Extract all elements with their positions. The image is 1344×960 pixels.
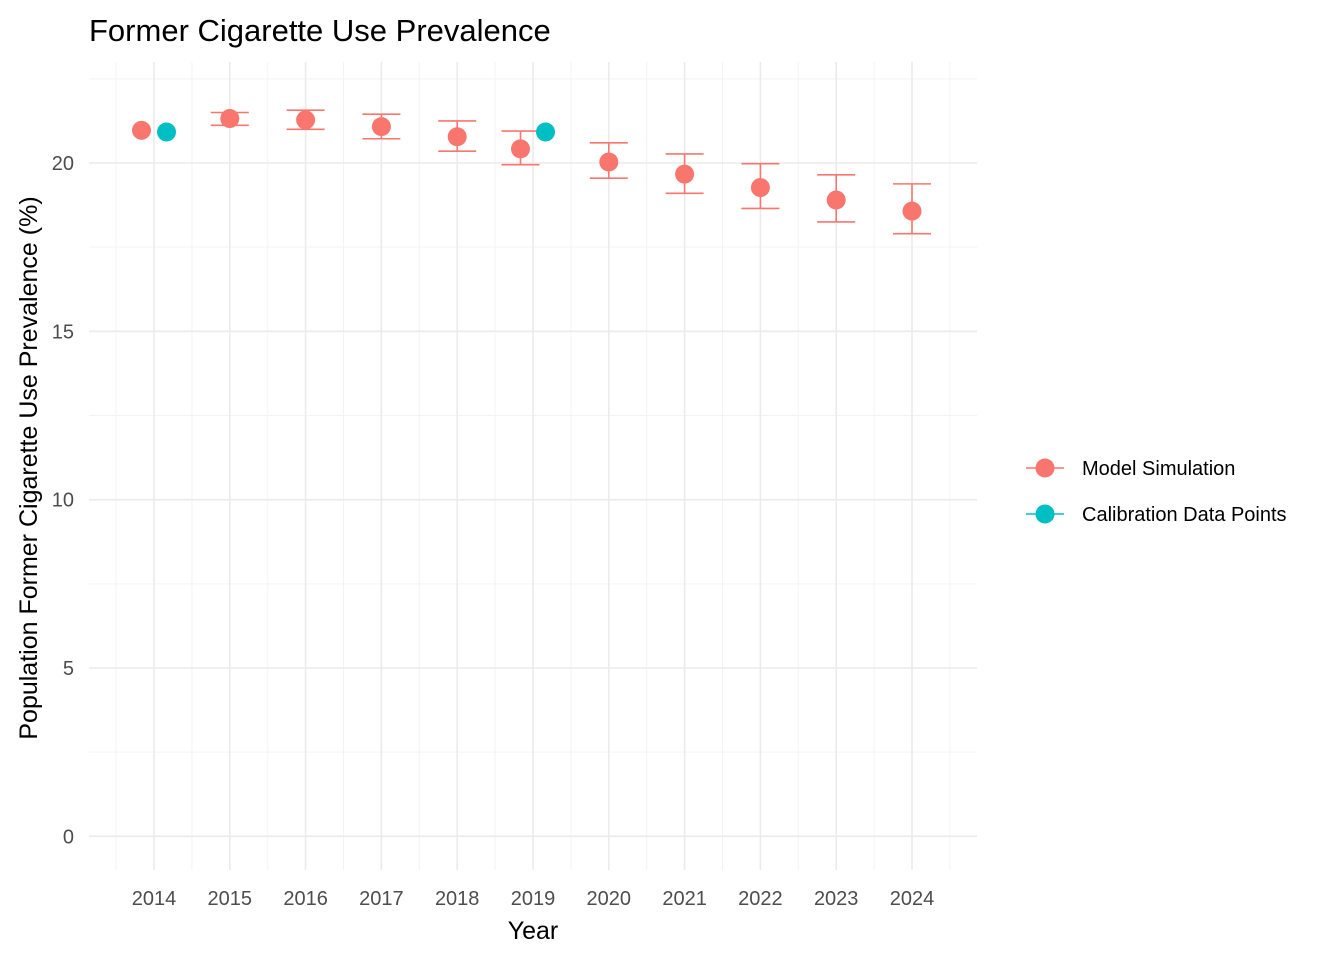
data-point: [902, 201, 922, 221]
y-tick-label: 5: [63, 658, 74, 680]
legend-item: Model Simulation: [1026, 458, 1235, 480]
data-point: [826, 190, 846, 210]
legend-key-point: [1035, 458, 1055, 478]
y-axis-title: Population Former Cigarette Use Prevalen…: [15, 196, 43, 739]
x-tick-label: 2016: [283, 888, 328, 910]
x-tick-label: 2023: [814, 888, 859, 910]
x-tick-label: 2024: [890, 888, 935, 910]
x-tick-label: 2021: [662, 888, 707, 910]
data-point: [220, 109, 240, 129]
data-point: [536, 122, 555, 142]
x-tick-label: 2014: [132, 888, 177, 910]
error-bars: [210, 109, 931, 235]
x-tick-label: 2018: [435, 888, 480, 910]
grid: [89, 62, 977, 870]
data-point: [296, 110, 316, 130]
legend-label: Model Simulation: [1082, 458, 1235, 480]
data-point: [157, 122, 176, 142]
y-tick-label: 20: [52, 153, 74, 175]
legend: Model Simulation Calibration Data Points: [1026, 458, 1287, 526]
x-axis-ticks: 2014 2015 2016 2017 2018 2019 2020 2021 2022 2023…: [132, 888, 935, 910]
x-tick-label: 2019: [511, 888, 556, 910]
legend-label: Calibration Data Points: [1082, 504, 1287, 526]
data-point: [511, 139, 530, 159]
chart-title: Former Cigarette Use Prevalence: [89, 13, 551, 48]
y-axis-ticks: 0 5 10 15 20: [52, 153, 74, 848]
data-point: [447, 127, 467, 147]
x-tick-label: 2020: [587, 888, 632, 910]
x-tick-label: 2015: [208, 888, 253, 910]
x-axis-title: Year: [508, 917, 559, 945]
data-point: [599, 152, 619, 172]
y-tick-label: 15: [52, 321, 74, 343]
data-point: [371, 117, 391, 137]
data-point: [132, 120, 151, 140]
data-point: [675, 164, 695, 184]
x-tick-label: 2017: [359, 888, 404, 910]
y-tick-label: 10: [52, 490, 74, 512]
y-tick-label: 0: [63, 826, 74, 848]
data-points: [132, 109, 922, 221]
legend-item: Calibration Data Points: [1026, 504, 1287, 526]
legend-key-point: [1035, 504, 1055, 524]
data-point: [750, 178, 770, 198]
x-tick-label: 2022: [738, 888, 783, 910]
